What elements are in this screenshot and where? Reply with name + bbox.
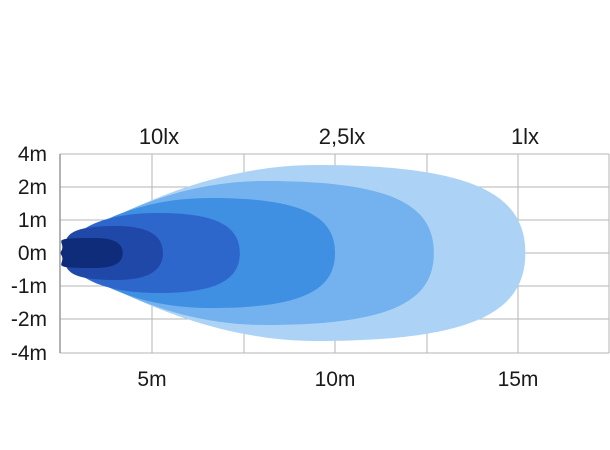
beam-areas — [60, 165, 526, 341]
beam-area-6 — [60, 238, 123, 268]
y-tick-label: 4m — [18, 143, 47, 166]
lux-labels: 10lx 2,5lx 1lx — [139, 124, 539, 149]
y-tick-label: -2m — [11, 308, 47, 331]
y-tick-labels: 4m 2m 1m 0m -1m -2m -4m — [11, 143, 47, 365]
x-tick-label: 15m — [498, 368, 539, 391]
y-tick-label: -1m — [11, 275, 47, 298]
x-tick-label: 5m — [137, 368, 166, 391]
y-tick-label: 0m — [18, 242, 47, 265]
y-tick-label: 2m — [18, 176, 47, 199]
x-tick-label: 10m — [315, 368, 356, 391]
y-tick-label: -4m — [11, 342, 47, 365]
y-tick-label: 1m — [18, 209, 47, 232]
lux-label: 10lx — [139, 124, 179, 149]
x-tick-labels: 5m 10m 15m — [137, 368, 538, 391]
lux-label: 2,5lx — [319, 124, 365, 149]
lux-label: 1lx — [511, 124, 539, 149]
